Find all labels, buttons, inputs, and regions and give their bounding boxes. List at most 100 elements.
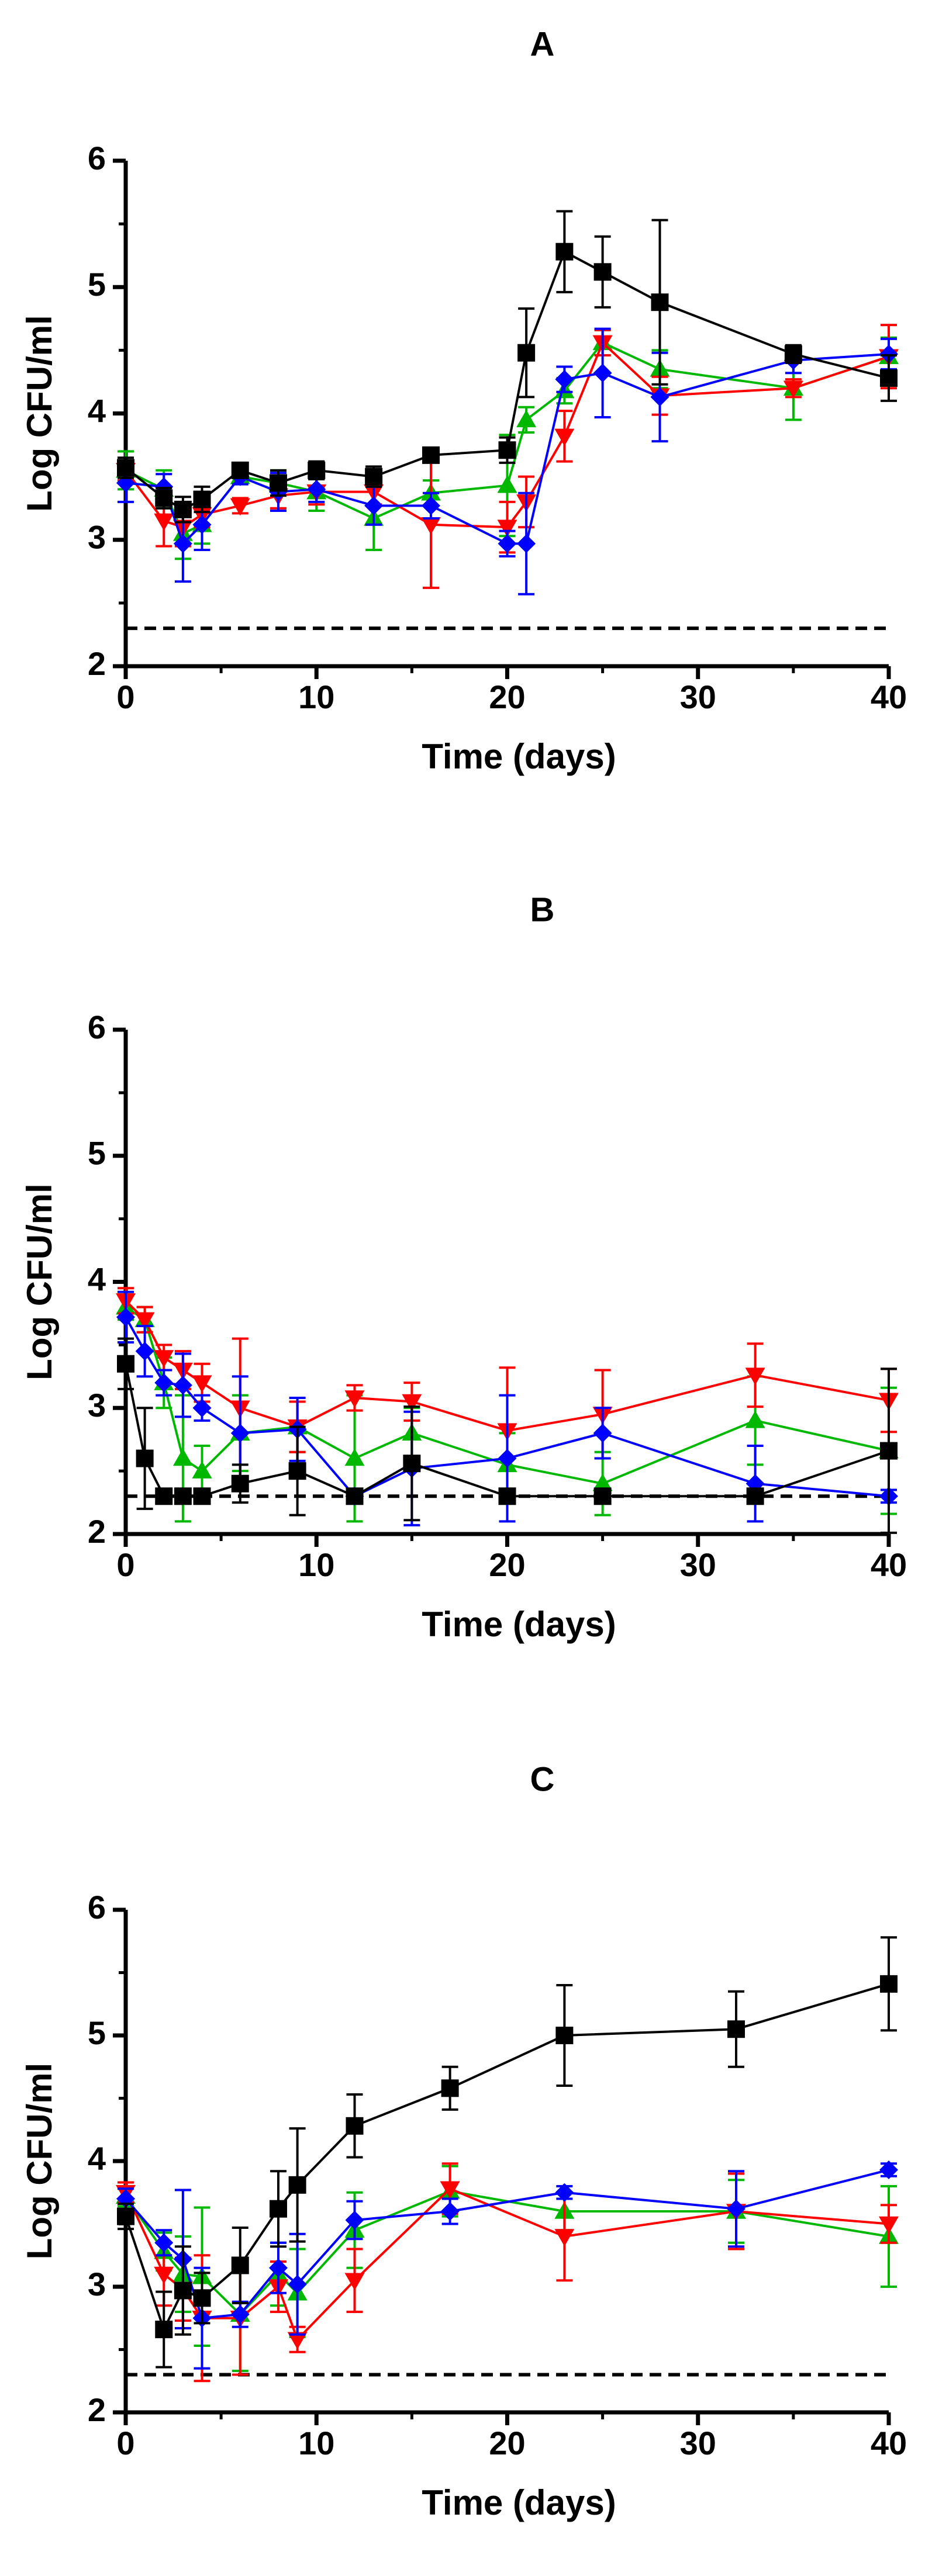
panel-c-red-point xyxy=(287,2332,308,2350)
panel-b-black-point xyxy=(346,1487,364,1505)
panel-a-red-point xyxy=(554,428,575,446)
panel-c-series-black xyxy=(117,1936,898,2369)
panel-c-black-point xyxy=(193,2289,211,2307)
panel-b-red-point xyxy=(154,1350,174,1367)
panel-c-black-point xyxy=(117,2207,134,2225)
panel-b-blue-point xyxy=(154,1373,174,1393)
panel-b-x-axis-label: Time (days) xyxy=(422,1605,616,1644)
panel-a-blue-point xyxy=(517,534,536,553)
panel-c-x-axis-label: Time (days) xyxy=(422,2483,616,2522)
panel-b-green-point xyxy=(745,1410,765,1428)
panel-b-x-tick-label: 10 xyxy=(298,1546,334,1583)
panel-b-black-point xyxy=(155,1487,173,1505)
panel-b-x-tick-label: 20 xyxy=(489,1546,525,1583)
panel-c-y-tick-label: 2 xyxy=(88,2391,106,2428)
panel-c-blue-point xyxy=(879,2160,898,2180)
panel-c-y-tick-label: 3 xyxy=(88,2266,106,2303)
panel-c-y-tick-label: 6 xyxy=(88,1889,106,1926)
panel-c-y-tick-label: 5 xyxy=(88,2014,106,2051)
panel-a-black-point xyxy=(174,500,192,518)
panel-b-black-point xyxy=(498,1487,516,1505)
panel-a-black-point xyxy=(555,243,574,261)
panel-a-x-tick-label: 30 xyxy=(680,678,716,715)
panel-c-red-point xyxy=(154,2266,174,2284)
panel-b-red-point xyxy=(344,1390,365,1408)
panel-b-x-tick-label: 0 xyxy=(116,1546,134,1583)
panel-a-blue-point xyxy=(555,370,574,389)
panel-b-blue-point xyxy=(173,1376,192,1395)
panel-c-y-tick-label: 4 xyxy=(88,2140,106,2177)
panel-c-x-tick-label: 20 xyxy=(489,2425,525,2461)
panel-c-red-point xyxy=(440,2181,460,2199)
panel-c-x-tick-label: 30 xyxy=(680,2425,716,2461)
panel-c-blue-point xyxy=(345,2211,364,2230)
panel-b-red-point xyxy=(402,1394,422,1412)
panel-b-blue-point xyxy=(593,1424,612,1443)
panel-a-black-point xyxy=(231,461,249,479)
panel-b-blue-point xyxy=(192,1398,212,1418)
panel-b-y-tick-label: 5 xyxy=(88,1135,106,1172)
panel-a-y-axis-label: Log CFU/ml xyxy=(20,315,59,512)
panel-a-blue-point xyxy=(173,534,192,553)
panel-b-black-point xyxy=(174,1487,192,1505)
panel-c-title: C xyxy=(530,1760,555,1798)
panel-b-black-point xyxy=(746,1487,764,1505)
panel-b-blue-point xyxy=(230,1424,250,1443)
panel-b-series-black xyxy=(117,1337,898,1534)
panel-b-black-point xyxy=(403,1455,421,1473)
panel-a-red-point xyxy=(421,517,441,535)
panel-c-red-point xyxy=(344,2273,365,2291)
panel-c-red-point xyxy=(554,2229,575,2246)
panel-b-blue-point xyxy=(116,1307,135,1327)
panel-a-blue-point xyxy=(593,363,612,383)
panel-b-y-tick-label: 6 xyxy=(88,1009,106,1045)
panel-c-black-point xyxy=(231,2256,249,2274)
panel-c-blue-point xyxy=(288,2274,307,2294)
panel-a-black-point xyxy=(517,344,536,362)
panel-a-black-point xyxy=(593,263,612,281)
panel-c-blue-point xyxy=(269,2258,288,2277)
panel-a-x-axis-label: Time (days) xyxy=(422,737,616,776)
panel-a-blue-point xyxy=(364,496,384,515)
panel-b-title: B xyxy=(530,891,555,929)
panel-a-y-tick-label: 3 xyxy=(88,519,106,556)
panel-a-black-point xyxy=(117,459,134,477)
panel-c: C 2 3 4 5 6 0 10 20 30 40 Time (days) Log CFU/ml xyxy=(20,1760,907,2522)
panel-a-blue-point xyxy=(192,515,212,534)
panel-a-black-point xyxy=(498,441,516,459)
panel-c-black-point xyxy=(880,1975,898,1993)
panel-a-red-point xyxy=(230,498,250,516)
panel-b-y-tick-label: 2 xyxy=(88,1513,106,1550)
panel-c-red-point xyxy=(879,2216,899,2234)
panel-a-x-tick-label: 10 xyxy=(298,678,334,715)
panel-b-black-point xyxy=(117,1355,134,1373)
panel-a-blue-point xyxy=(422,496,440,515)
panel-a: A 2 3 4 5 6 0 10 20 30 40 Time (days) Log CFU/ml xyxy=(20,25,907,776)
panel-c-blue-point xyxy=(154,2233,174,2252)
panel-b-y-tick-label: 4 xyxy=(88,1261,106,1297)
panel-a-black-point xyxy=(651,293,669,311)
panel-c-black-point xyxy=(288,2176,306,2194)
panel-a-title: A xyxy=(530,25,555,63)
panel-a-red-point xyxy=(783,380,803,399)
panel-c-black-point xyxy=(441,2079,459,2097)
panel-b-black-point xyxy=(288,1462,306,1480)
panel-c-blue-point xyxy=(230,2305,250,2324)
panel-c-blue-point xyxy=(440,2202,460,2221)
panel-c-black-point xyxy=(727,2020,745,2038)
panel-a-black-point xyxy=(365,468,383,486)
panel-b-blue-point xyxy=(135,1342,154,1361)
panel-b-black-point xyxy=(231,1474,249,1493)
panel-b-green-point xyxy=(192,1461,212,1479)
panel-b-black-point xyxy=(193,1487,211,1505)
panel-c-black-point xyxy=(174,2281,192,2300)
panel-a-black-point xyxy=(193,490,211,508)
panel-c-x-tick-label: 40 xyxy=(871,2425,907,2461)
panel-a-blue-point xyxy=(650,387,669,407)
panel-c-blue-point xyxy=(555,2183,574,2202)
panel-a-x-tick-label: 0 xyxy=(116,678,134,715)
panel-a-y-tick-label: 4 xyxy=(88,392,106,429)
panel-b-black-point xyxy=(880,1442,898,1460)
panel-b-x-tick-label: 40 xyxy=(871,1546,907,1583)
